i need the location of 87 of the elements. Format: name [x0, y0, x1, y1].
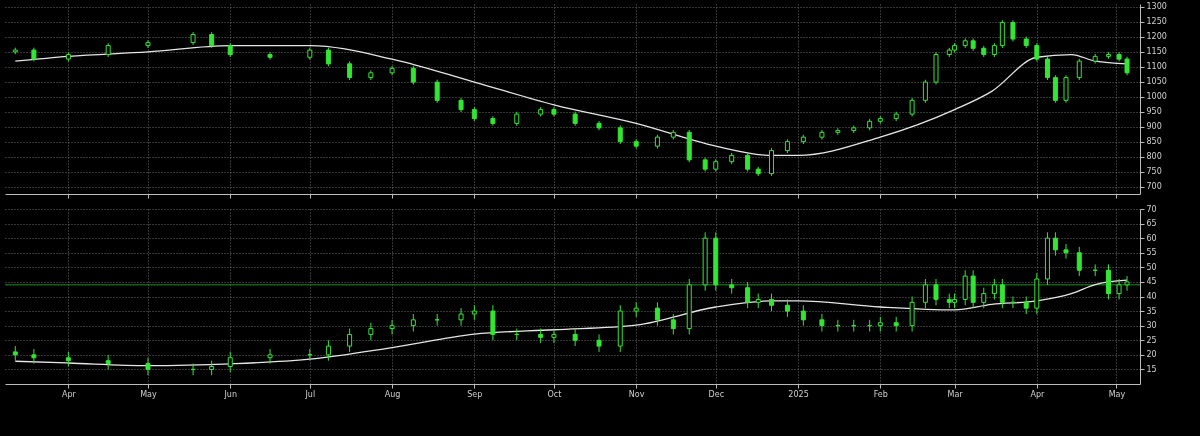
x-tick-label: 2025: [788, 389, 809, 399]
x-tick-label: Nov: [628, 389, 645, 399]
y-tick-label: 65: [1146, 219, 1157, 229]
candlestick: [31, 348, 37, 365]
candlestick: [769, 147, 774, 177]
candlestick: [999, 278, 1005, 309]
y-tick-label: 15: [1146, 364, 1157, 374]
y-tick-label: 1050: [1146, 77, 1167, 87]
candlestick: [145, 357, 151, 376]
y-tick-label: 70: [1146, 204, 1157, 214]
x-tick-label: Mar: [947, 389, 964, 399]
y-tick-label: 25: [1146, 335, 1157, 345]
candlestick: [962, 269, 968, 306]
y-tick-label: 900: [1146, 122, 1162, 132]
candlestick: [434, 79, 440, 104]
candlestick: [410, 65, 416, 85]
candlestick: [999, 19, 1005, 49]
candlestick: [670, 313, 676, 335]
candlestick: [1063, 243, 1069, 260]
y-tick-label: 950: [1146, 107, 1162, 117]
candlestick: [1105, 263, 1111, 300]
y-tick-label: 1000: [1146, 92, 1167, 102]
x-tick-label: Apr: [61, 389, 77, 399]
y-tick-label: 800: [1146, 152, 1162, 162]
candlestick: [1034, 42, 1040, 62]
y-tick-label: 50: [1146, 262, 1157, 272]
candlestick: [267, 51, 273, 61]
candlestick: [1052, 74, 1058, 104]
y-tick-label: 1100: [1146, 62, 1167, 72]
candlestick: [1063, 74, 1069, 104]
candlestick: [1044, 56, 1050, 81]
candlestick: [347, 328, 353, 353]
candlestick: [490, 304, 496, 341]
x-tick-label: Feb: [873, 389, 888, 399]
candlestick: [325, 47, 331, 67]
candlestick: [1010, 19, 1016, 42]
y-tick-label: 35: [1146, 306, 1157, 316]
x-tick-label: Dec: [708, 389, 725, 399]
y-tick-label: 45: [1146, 277, 1157, 287]
candlestick: [745, 152, 751, 173]
x-tick-label: May: [140, 389, 157, 399]
candlestick: [909, 296, 915, 332]
x-tick-label: Jun: [223, 389, 237, 399]
candlestick: [389, 319, 395, 335]
candlestick: [1124, 56, 1130, 76]
candlestick: [654, 301, 660, 327]
y-tick-label: 55: [1146, 248, 1157, 258]
candlestick: [551, 328, 557, 344]
candlestick: [227, 351, 233, 373]
candlestick: [1076, 58, 1082, 81]
candlestick: [347, 60, 353, 81]
x-tick-label: Sep: [467, 389, 483, 399]
candlestick: [1124, 275, 1130, 292]
candlestick: [745, 281, 751, 309]
x-tick-label: Aug: [384, 389, 401, 399]
candlestick: [933, 278, 939, 306]
candlestick: [458, 307, 464, 327]
y-tick-label: 1200: [1146, 32, 1167, 42]
candlestick: [267, 348, 273, 365]
x-tick-label: Oct: [547, 389, 562, 399]
y-tick-label: 30: [1146, 321, 1157, 331]
y-tick-label: 1300: [1146, 2, 1167, 12]
x-tick-label: May: [1108, 389, 1126, 399]
candlestick: [991, 278, 997, 300]
y-tick-label: 40: [1146, 292, 1157, 301]
x-tick-label: Jul: [304, 389, 316, 399]
y-tick-label: 1250: [1146, 17, 1167, 27]
candlestick: [922, 278, 928, 309]
candlestick: [617, 124, 623, 145]
candlestick: [1116, 278, 1122, 300]
candlestick: [981, 287, 987, 309]
y-tick-label: 60: [1146, 233, 1157, 243]
candlestick: [909, 97, 915, 117]
y-tick-label: 700: [1146, 182, 1162, 192]
candlestick: [145, 39, 151, 49]
candlestick: [1076, 246, 1082, 277]
y-tick-label: 20: [1146, 350, 1157, 360]
candlestick: [800, 304, 806, 327]
y-tick-label: 750: [1146, 167, 1162, 177]
x-tick-label: Apr: [1030, 389, 1045, 399]
candlestick: [1052, 231, 1058, 257]
y-tick-label: 850: [1146, 137, 1162, 147]
candlestick: [596, 333, 602, 353]
candlestick: [325, 339, 331, 362]
y-tick-label: 1150: [1146, 47, 1167, 57]
candlestick: [819, 313, 825, 332]
candlestick: [922, 79, 928, 104]
